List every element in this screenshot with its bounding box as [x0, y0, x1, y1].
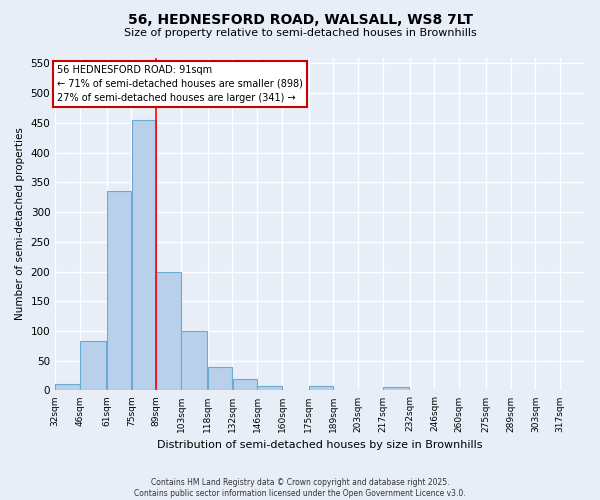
Bar — [55, 384, 80, 390]
Bar — [208, 366, 232, 390]
Bar — [309, 386, 333, 390]
Bar — [107, 192, 131, 390]
Y-axis label: Number of semi-detached properties: Number of semi-detached properties — [15, 128, 25, 320]
Bar — [80, 341, 106, 390]
Bar — [131, 120, 156, 390]
X-axis label: Distribution of semi-detached houses by size in Brownhills: Distribution of semi-detached houses by … — [157, 440, 483, 450]
Bar — [233, 378, 257, 390]
Bar — [257, 386, 282, 390]
Text: Contains HM Land Registry data © Crown copyright and database right 2025.
Contai: Contains HM Land Registry data © Crown c… — [134, 478, 466, 498]
Text: Size of property relative to semi-detached houses in Brownhills: Size of property relative to semi-detach… — [124, 28, 476, 38]
Bar — [181, 331, 207, 390]
Bar — [157, 272, 181, 390]
Text: 56 HEDNESFORD ROAD: 91sqm
← 71% of semi-detached houses are smaller (898)
27% of: 56 HEDNESFORD ROAD: 91sqm ← 71% of semi-… — [57, 64, 303, 102]
Bar — [383, 388, 409, 390]
Text: 56, HEDNESFORD ROAD, WALSALL, WS8 7LT: 56, HEDNESFORD ROAD, WALSALL, WS8 7LT — [128, 12, 473, 26]
